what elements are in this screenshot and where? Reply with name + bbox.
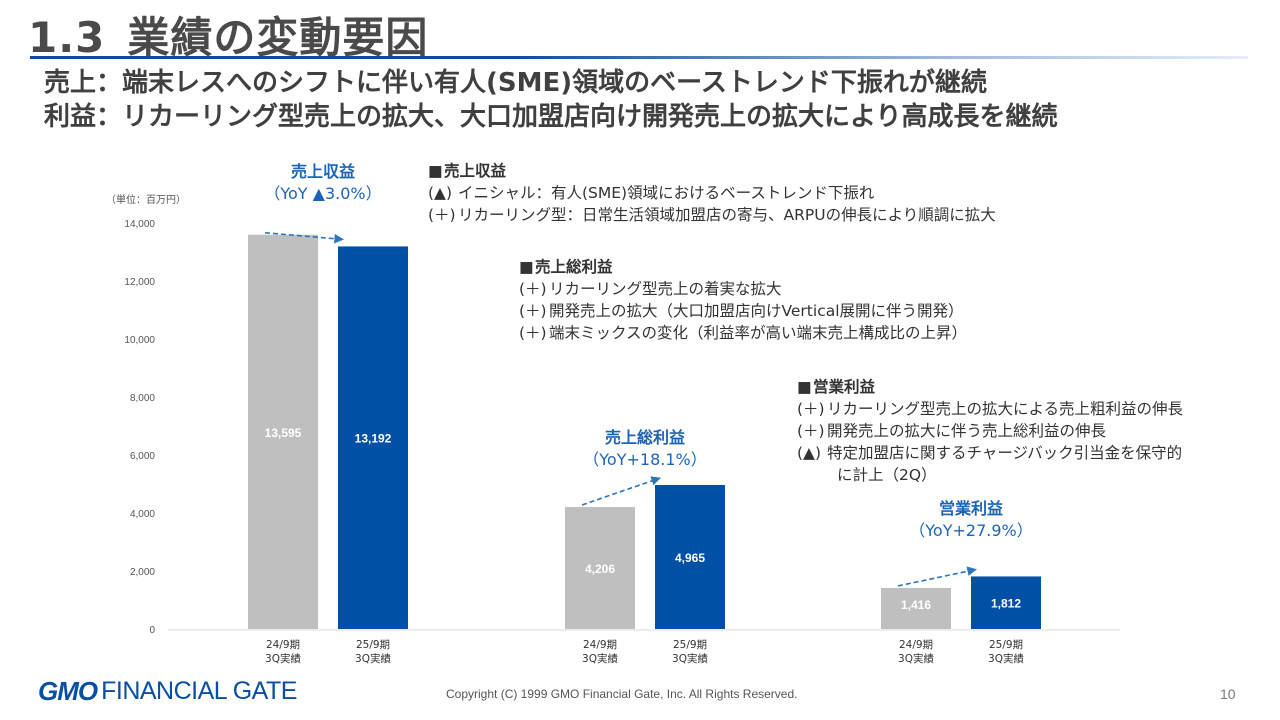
x-tick-label: 24/9期 [583,639,617,651]
group-head-revenue: 売上収益 （YoY ▲3.0%） [263,161,383,205]
note-item: (＋) リカーリング型売上の着実な拡大 [519,280,782,298]
group-yoy: （YoY+27.9%） [909,521,1033,540]
trend-arrow [264,231,344,244]
bar-prev [565,507,635,629]
note-title: 売上収益 [444,162,507,180]
x-tick-label: 3Q実績 [672,652,708,665]
bar-prev [881,587,951,629]
x-tick-label: 25/9期 [989,639,1023,651]
unit-label: （単位：百万円） [106,195,186,206]
bar-value-label: 4,965 [675,551,705,565]
bar-value-label: 4,206 [585,562,615,576]
copyright-text: Copyright (C) 1999 GMO Financial Gate, I… [446,687,798,701]
note-operating-profit: ■営業利益 (＋) リカーリング型売上の拡大による売上粗利益の伸長 (＋) 開発売上… [797,376,1183,486]
square-bullet-icon: ■ [797,378,812,396]
y-tick-label: 10,000 [124,335,155,346]
section-number: 1.3 [28,13,106,62]
y-tick-label: 0 [149,625,155,636]
x-tick-label: 24/9期 [266,639,300,651]
group-head-gross-profit: 売上総利益 （YoY+18.1%） [580,427,710,471]
note-item: (＋) リカーリング型：日常生活領域加盟店の寄与、ARPUの伸長により順調に拡大 [428,206,996,224]
trend-arrow [897,566,977,587]
group-yoy: （YoY ▲3.0%） [264,184,382,203]
bar-curr [655,485,725,629]
trend-arrow [581,476,661,506]
page-title: 1.3 業績の変動要因 [28,4,428,65]
page-number: 10 [1220,686,1236,702]
y-tick-label: 6,000 [130,451,155,462]
x-tick-label: 3Q実績 [582,652,618,665]
subtitle-revenue: 売上：端末レスへのシフトに伴い有人(SME)領域のベーストレンド下振れが継続 [44,68,987,98]
bar-curr [971,576,1041,629]
square-bullet-icon: ■ [519,258,534,276]
bar-curr [338,246,408,629]
note-item: (＋) リカーリング型売上の拡大による売上粗利益の伸長 [797,400,1184,418]
note-item: (▲) 特定加盟店に関するチャージバック引当金を保守的 [797,444,1183,462]
group-name: 営業利益 [938,499,1003,518]
x-tick-label: 3Q実績 [988,652,1024,665]
group-yoy: （YoY+18.1%） [583,450,707,469]
note-item: (▲) イニシャル：有人(SME)領域におけるベーストレンド下振れ [428,184,875,202]
square-bullet-icon: ■ [428,162,443,180]
y-tick-label: 14,000 [124,219,155,230]
x-tick-label: 24/9期 [899,639,933,651]
company-logo: GMO FINANCIAL GATE [38,675,297,706]
note-item: (＋) 端末ミックスの変化（利益率が高い端末売上構成比の上昇） [519,324,968,342]
group-name: 売上総利益 [604,428,685,447]
bar-value-label: 1,812 [991,597,1021,611]
bar-value-label: 1,416 [901,598,931,612]
note-gross-profit: ■売上総利益 (＋) リカーリング型売上の着実な拡大 (＋) 開発売上の拡大（大口加… [519,256,967,344]
bar-value-label: 13,595 [265,426,302,440]
bar-value-label: 13,192 [355,432,392,446]
title-underline [30,56,1248,59]
group-head-operating-profit: 営業利益 （YoY+27.9%） [906,498,1036,542]
note-item: (＋) 開発売上の拡大（大口加盟店向けVertical展開に伴う開発） [519,302,964,320]
subtitle-profit: 利益：リカーリング型売上の拡大、大口加盟店向け開発売上の拡大により高成長を継続 [44,102,1058,132]
bar-prev [248,234,318,629]
y-tick-label: 12,000 [124,277,155,288]
note-title: 売上総利益 [535,258,613,276]
x-tick-label: 3Q実績 [265,652,301,665]
y-tick-label: 2,000 [130,567,155,578]
note-revenue: ■売上収益 (▲) イニシャル：有人(SME)領域におけるベーストレンド下振れ (… [428,160,996,226]
x-tick-label: 25/9期 [356,639,390,651]
x-tick-label: 3Q実績 [898,652,934,665]
x-tick-label: 3Q実績 [355,652,391,665]
section-title: 業績の変動要因 [127,13,429,62]
note-title: 営業利益 [813,378,876,396]
y-tick-label: 4,000 [130,509,155,520]
x-tick-label: 25/9期 [673,639,707,651]
y-tick-label: 8,000 [130,393,155,404]
note-item: (＋) 開発売上の拡大に伴う売上総利益の伸長 [797,422,1107,440]
note-item-continuation: に計上（2Q） [837,466,937,484]
group-name: 売上収益 [290,162,355,181]
